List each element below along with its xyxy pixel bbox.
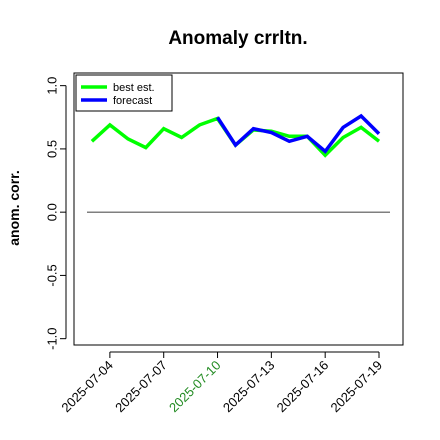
y-axis-label: anom. corr. [6,170,22,245]
x-tick-label: 2025-07-04 [58,358,116,416]
legend-label: best est. [113,82,155,94]
chart-title: Anomaly crrltn. [168,28,307,49]
x-tick-label: 2025-07-13 [220,358,278,416]
series-group [90,113,381,158]
x-tick-label: 2025-07-10 [166,358,224,416]
y-tick-label: 0.0 [45,203,60,221]
plot-area [73,72,404,346]
series-line-2 [216,113,381,154]
y-tick-label: -0.5 [45,264,60,286]
y-tick-label: -1.0 [45,327,60,349]
y-tick-label: 1.0 [45,77,60,95]
x-axis: 2025-07-042025-07-072025-07-102025-07-13… [58,351,385,416]
legend-box [75,74,173,112]
x-tick-label: 2025-07-16 [274,358,332,416]
y-axis: -1.0 -0.5 0.0 0.5 1.0 [45,77,67,350]
y-tick-label: 0.5 [45,140,60,158]
legend-label: forecast [113,95,152,107]
x-tick-label: 2025-07-07 [112,358,170,416]
x-tick-label: 2025-07-19 [327,358,385,416]
legend: best est.forecast [75,74,173,112]
